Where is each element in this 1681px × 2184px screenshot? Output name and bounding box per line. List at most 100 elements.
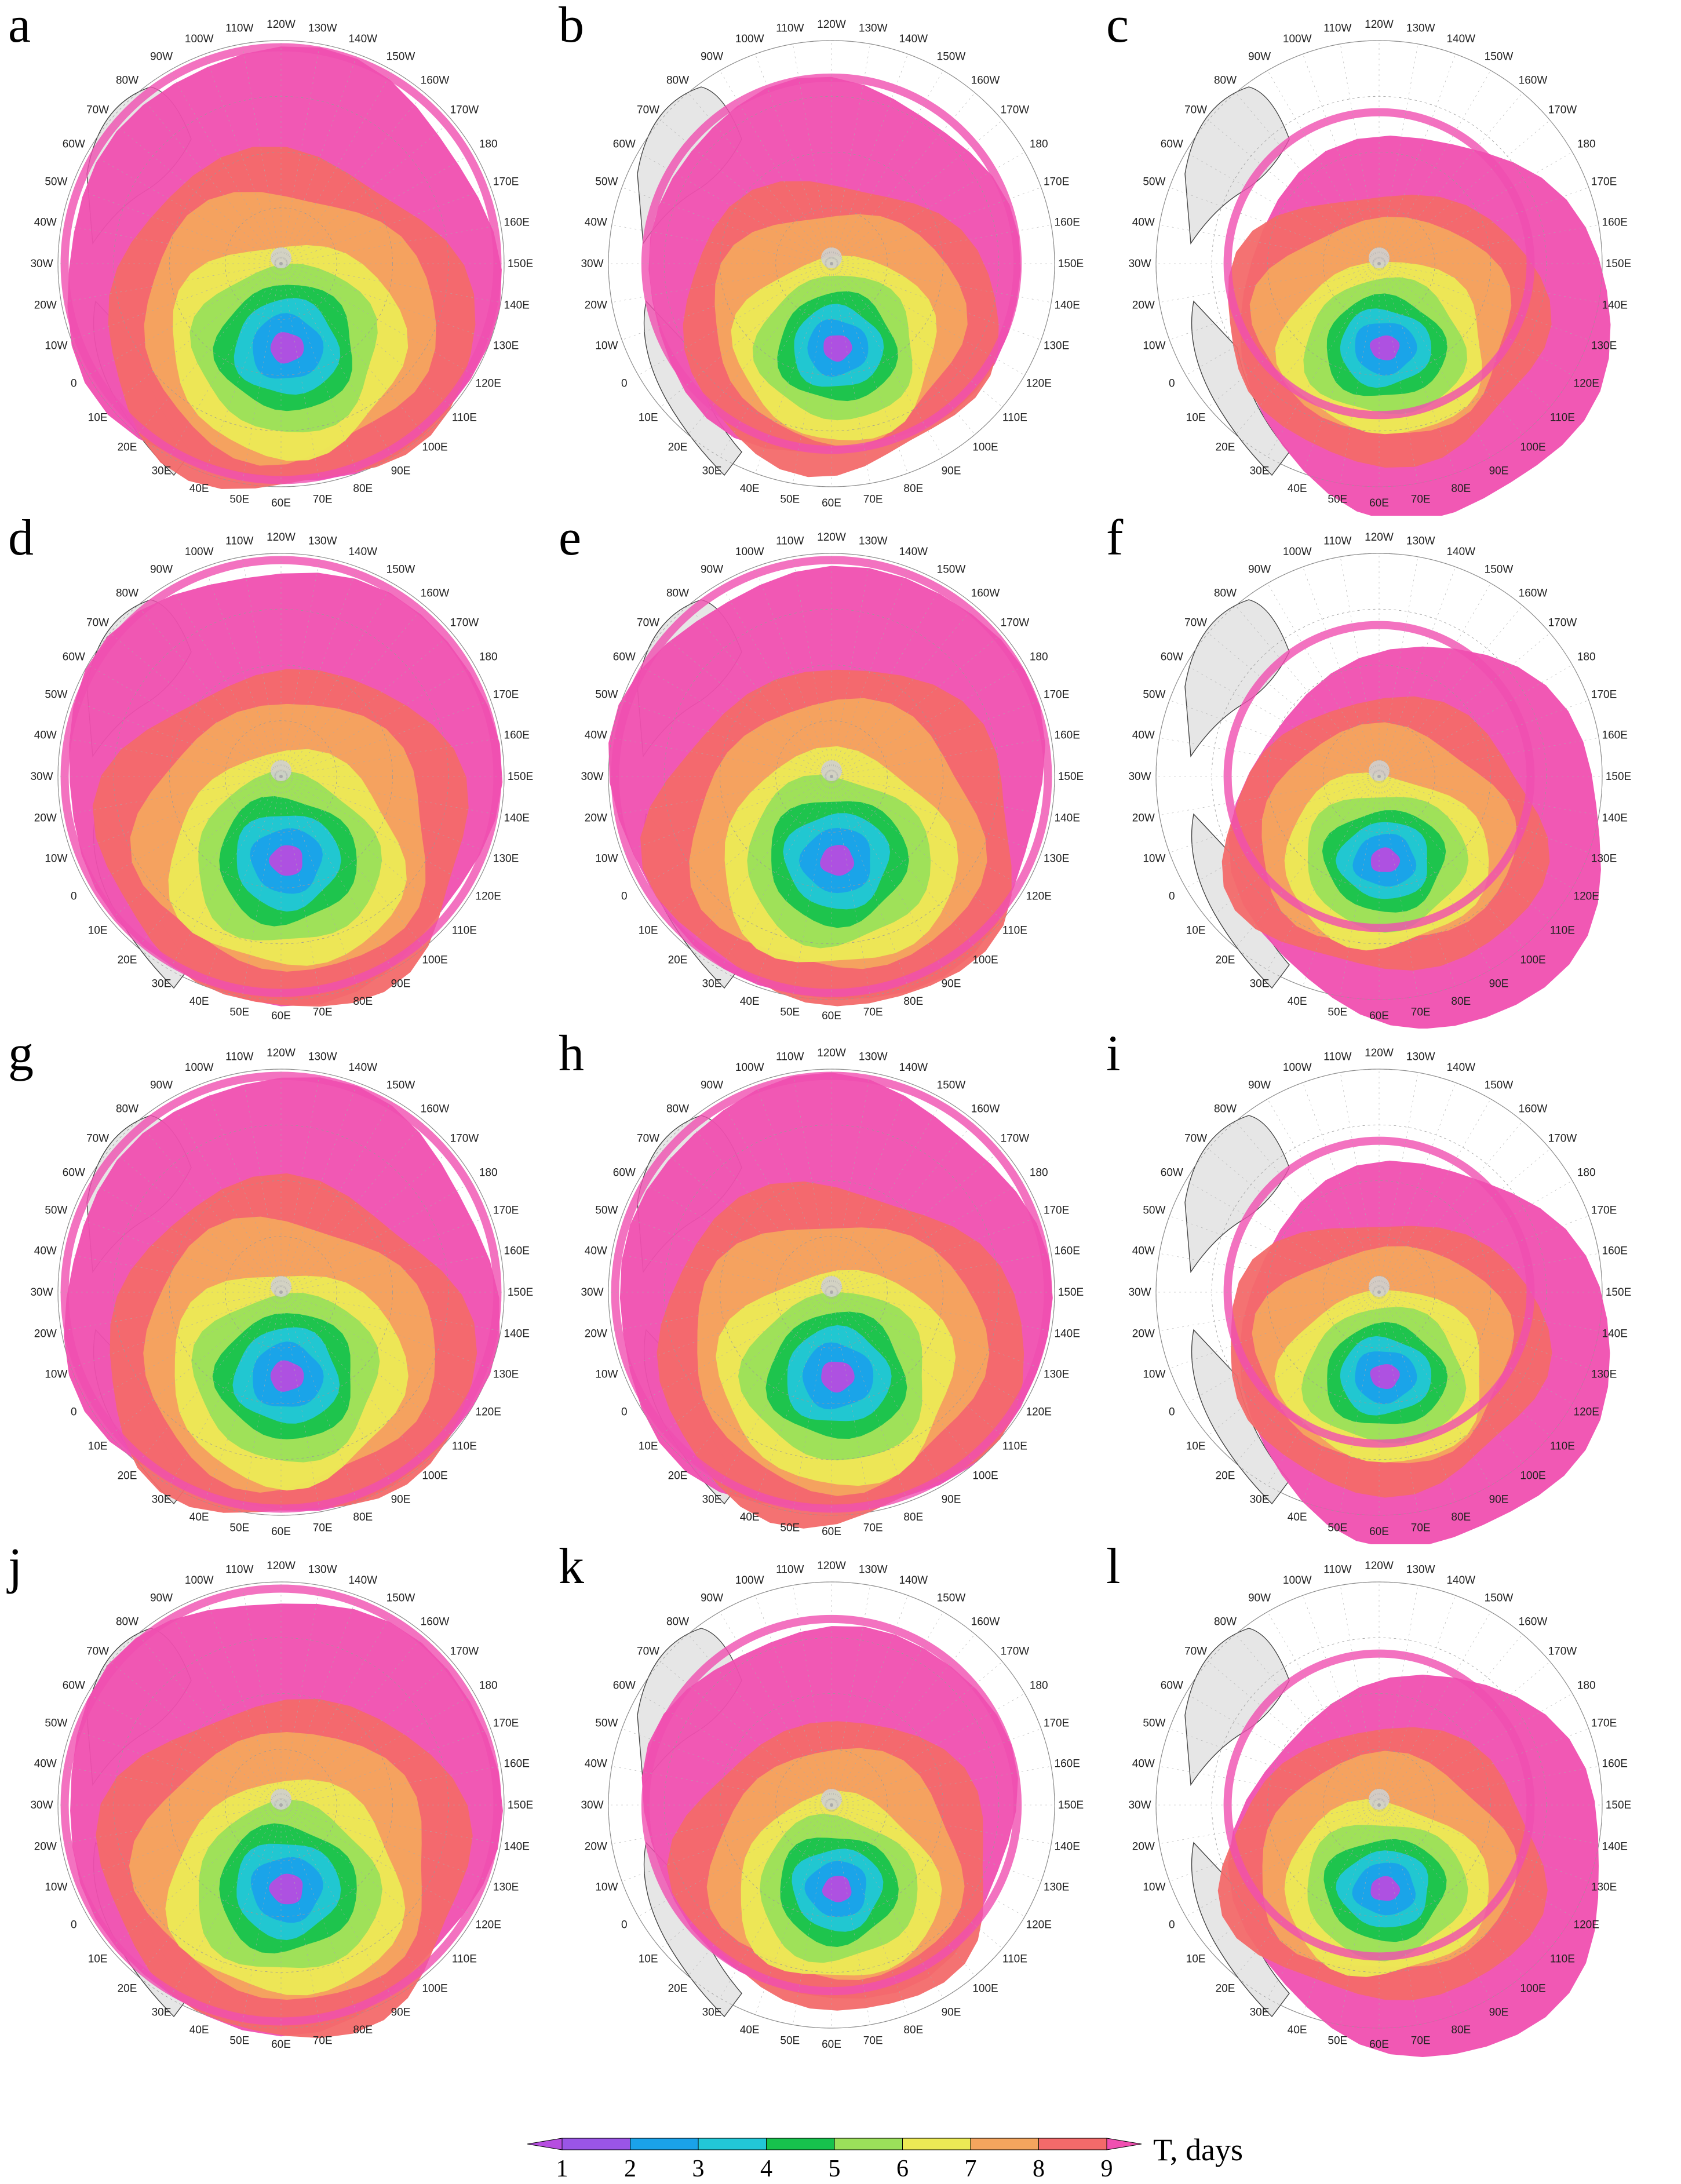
meridian-line <box>831 263 1052 303</box>
meridian-line <box>611 776 832 816</box>
longitude-label: 80E <box>353 2024 373 2036</box>
meridian-line <box>280 43 320 264</box>
meridian-line <box>1235 92 1380 264</box>
panel-label: b <box>559 0 584 53</box>
meridian-line <box>1379 700 1589 777</box>
longitude-label: 130W <box>1406 1051 1435 1063</box>
polar-map: 120W 130W 140W 150W 160W 170W 180 170E 160E 150E 1… <box>1128 19 1631 516</box>
meridian-line <box>280 1292 393 1486</box>
longitude-label: 20E <box>1216 1470 1235 1482</box>
meridian-line <box>1340 1804 1380 2025</box>
longitude-label: 20W <box>34 300 57 312</box>
longitude-label: 20W <box>34 1841 57 1853</box>
meridian-line <box>280 1292 425 1464</box>
longitude-label: 140W <box>899 33 928 45</box>
longitude-label: 10E <box>1186 925 1206 937</box>
meridian-line <box>831 1585 871 1806</box>
meridian-line <box>1379 263 1599 303</box>
longitude-label: 50W <box>1143 176 1165 188</box>
longitude-label: 160E <box>504 1245 530 1257</box>
meridian-line <box>169 1804 282 1999</box>
meridian-line <box>1379 1292 1589 1369</box>
colorbar-tick-label: 9 <box>1101 2156 1113 2182</box>
longitude-label: 100E <box>972 1982 998 1995</box>
longitude-label: 140E <box>1055 812 1080 825</box>
meridian-line <box>137 1804 282 1977</box>
latitude-circle <box>169 665 393 888</box>
map-panel-f: 120W 130W 140W 150W 160W 170W 180 170E 160E 150E 1… <box>1098 513 1654 1029</box>
meridian-line <box>831 776 975 948</box>
meridian-line <box>792 1292 832 1512</box>
longitude-label: 20W <box>1132 300 1155 312</box>
latitude-circle <box>57 1581 505 2029</box>
meridian-line <box>137 263 282 435</box>
longitude-label: 110E <box>1550 1441 1575 1453</box>
longitude-label: 10E <box>1186 412 1206 424</box>
meridian-line <box>831 1804 1025 1917</box>
meridian-line <box>1379 776 1589 853</box>
meridian-line <box>137 1121 282 1293</box>
meridian-line <box>1379 1634 1523 1806</box>
meridian-line <box>71 776 282 853</box>
meridian-line <box>61 737 282 777</box>
longitude-label: 50E <box>229 2035 249 2047</box>
colorbar-tick-label: 8 <box>1033 2156 1045 2182</box>
longitude-label: 180 <box>1577 1167 1596 1179</box>
longitude-label: 110W <box>225 22 253 34</box>
meridian-line <box>280 1099 393 1293</box>
longitude-label: 80E <box>903 1511 923 1523</box>
longitude-label: 30E <box>702 978 722 990</box>
meridian-line <box>280 1082 358 1293</box>
meridian-line <box>205 54 282 264</box>
longitude-label: 50W <box>45 689 67 701</box>
longitude-label: 120E <box>1574 378 1599 390</box>
longitude-label: 130E <box>493 852 519 865</box>
longitude-label: 30E <box>152 978 172 990</box>
longitude-label: 170W <box>1001 617 1030 629</box>
longitude-label: 30W <box>1128 1799 1151 1811</box>
meridian-line <box>87 1292 282 1404</box>
meridian-line <box>720 583 832 777</box>
longitude-label: 80E <box>1451 996 1471 1008</box>
longitude-label: 130E <box>1591 340 1617 352</box>
meridian-line <box>110 1661 282 1806</box>
longitude-label: 30E <box>152 465 172 477</box>
latitude-circle <box>775 1236 888 1348</box>
meridian-line <box>1379 665 1573 777</box>
meridian-line <box>1379 92 1523 264</box>
longitude-label: 130E <box>1591 1368 1617 1380</box>
meridian-line <box>1379 1082 1456 1293</box>
meridian-line <box>660 633 832 777</box>
longitude-label: 150W <box>386 50 415 63</box>
longitude-label: 80W <box>1214 588 1237 600</box>
meridian-line <box>280 1216 491 1293</box>
meridian-line <box>71 263 282 340</box>
meridian-line <box>1379 263 1551 407</box>
longitude-label: 130E <box>493 1368 519 1380</box>
meridian-line <box>169 1292 282 1486</box>
longitude-label: 20W <box>585 1328 607 1340</box>
longitude-label: 70E <box>863 1007 883 1019</box>
meridian-line <box>169 70 282 264</box>
meridian-line <box>831 1611 943 1806</box>
longitude-label: 130E <box>1044 340 1069 352</box>
longitude-label: 170E <box>493 689 519 701</box>
longitude-label: 130E <box>493 1881 519 1893</box>
meridian-line <box>638 665 832 777</box>
longitude-label: 100W <box>1283 546 1312 558</box>
meridian-line <box>831 605 975 777</box>
longitude-label: 30E <box>1250 1494 1270 1506</box>
longitude-label: 140E <box>504 300 530 312</box>
longitude-label: 110W <box>225 1563 253 1576</box>
map-panel-a: 120W 130W 140W 150W 160W 170W 180 170E 160E 150E 1… <box>0 0 556 516</box>
meridian-line <box>280 1148 453 1293</box>
longitude-label: 50W <box>45 176 67 188</box>
longitude-label: 80E <box>353 1511 373 1523</box>
longitude-label: 70E <box>1411 1007 1431 1019</box>
longitude-label: 70W <box>1184 617 1207 629</box>
longitude-label: 80E <box>1451 1511 1471 1523</box>
meridian-line <box>720 1292 832 1486</box>
longitude-label: 120E <box>1574 891 1599 903</box>
meridian-line <box>280 1804 453 1949</box>
longitude-label: 170W <box>1548 104 1577 116</box>
